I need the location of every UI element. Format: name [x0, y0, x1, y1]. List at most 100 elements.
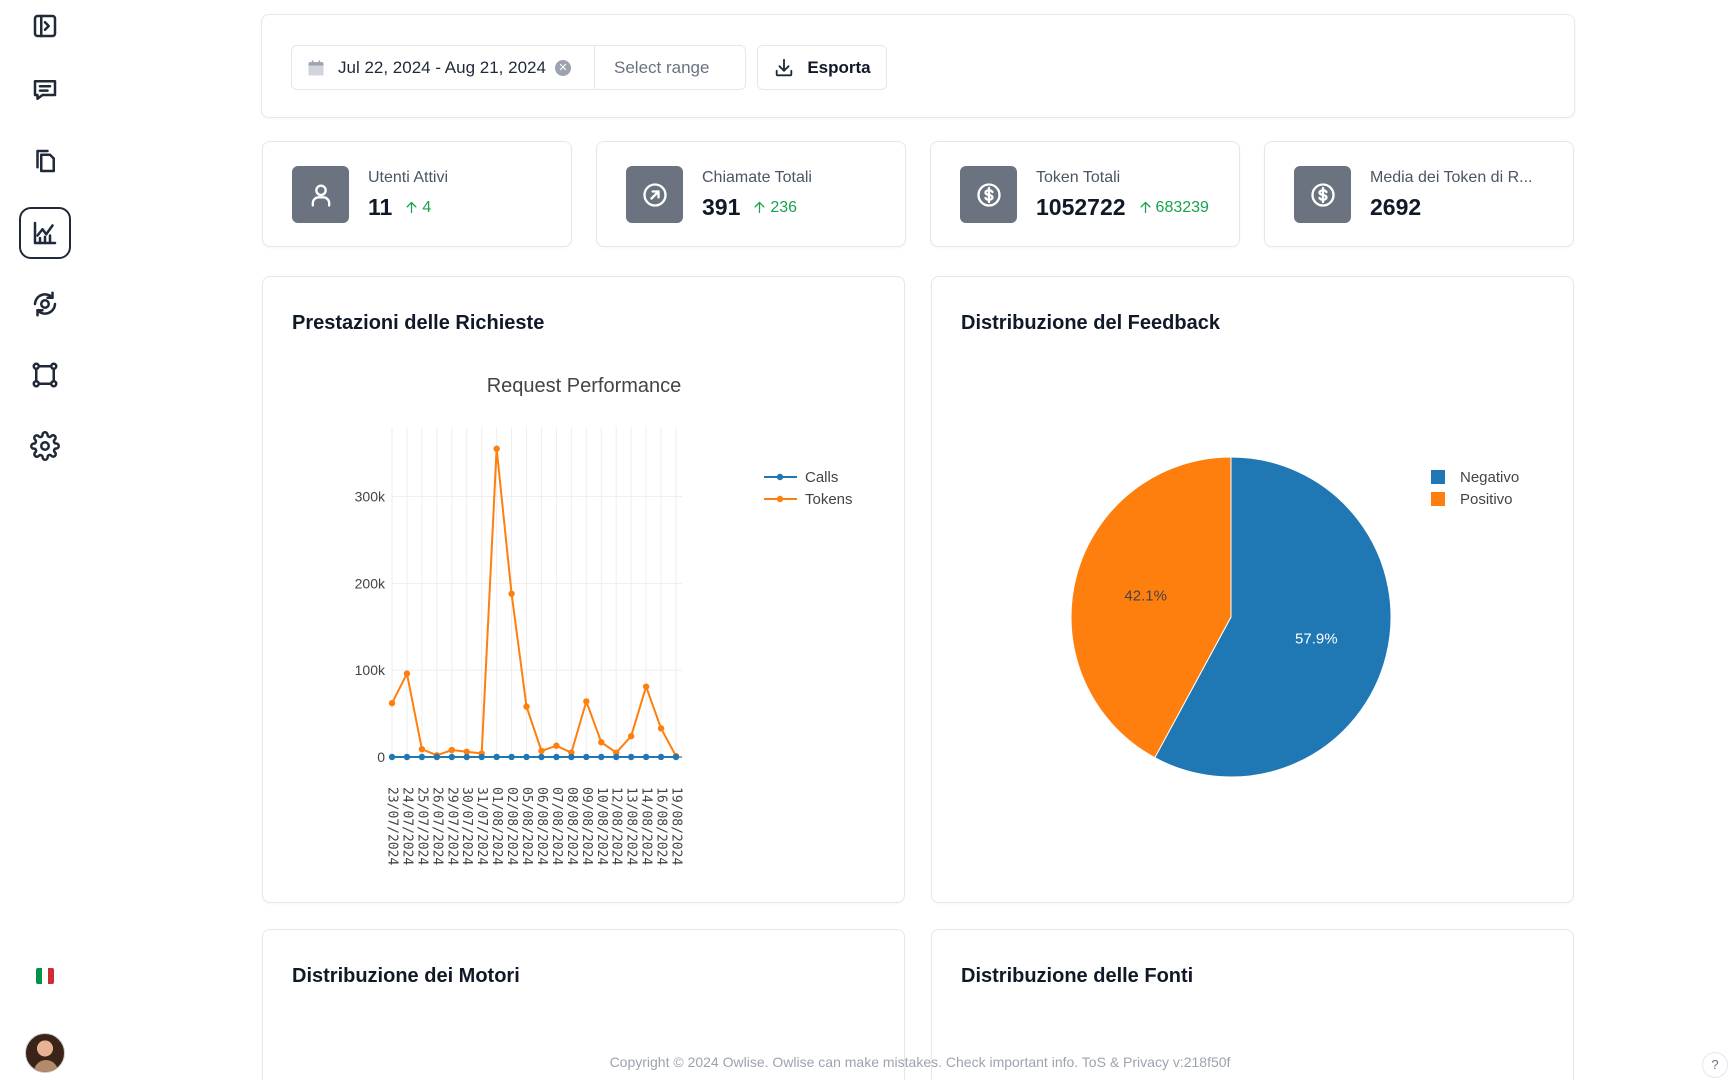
arrow-up-right-circle-icon	[642, 182, 667, 207]
export-button[interactable]: Esporta	[757, 45, 887, 90]
panel-title: Prestazioni delle Richieste	[292, 312, 545, 334]
tokens-series-point	[493, 445, 500, 452]
date-range-text: Jul 22, 2024 - Aug 21, 2024	[338, 57, 546, 77]
feedback-distribution-panel: Distribuzione del Feedback 57.9% 42.1% Neg…	[931, 276, 1574, 903]
calls-series-point	[448, 753, 455, 761]
x-tick-label: 30/07/2024	[459, 787, 474, 865]
calls-series-point	[538, 753, 545, 761]
user-icon	[311, 184, 330, 207]
x-tick-label: 13/08/2024	[624, 787, 639, 865]
calls-series-point	[403, 753, 411, 761]
x-tick-label: 16/08/2024	[654, 787, 669, 865]
sidebar-toggle-button[interactable]	[19, 0, 71, 52]
x-tick-label: 06/08/2024	[534, 787, 549, 865]
x-tick-label: 24/07/2024	[399, 787, 414, 865]
legend-swatch	[1431, 492, 1445, 506]
chart-icon	[33, 221, 57, 245]
legend-label: Tokens	[805, 491, 853, 508]
tokens-series-point	[448, 746, 455, 754]
calls-series-point	[642, 753, 650, 761]
sidebar-item-documents[interactable]	[19, 135, 71, 187]
calls-series-point	[657, 753, 665, 761]
tokens-series-point	[627, 732, 635, 740]
help-button[interactable]: ?	[1702, 1052, 1728, 1078]
x-tick-label: 19/08/2024	[669, 787, 684, 865]
stat-label: Media dei Token di R...	[1370, 169, 1533, 186]
calendar-icon	[308, 60, 324, 75]
tokens-series-point	[508, 590, 515, 597]
calls-series-point	[463, 753, 470, 761]
calls-series-point	[388, 753, 396, 761]
calls-series-point	[478, 753, 485, 761]
calls-series-point	[598, 753, 605, 761]
chart-title: Request Performance	[487, 375, 682, 397]
stat-label: Utenti Attivi	[368, 169, 449, 186]
tokens-series-point	[657, 725, 665, 732]
legend-label: Positivo	[1460, 491, 1513, 508]
user-avatar[interactable]	[25, 1033, 65, 1073]
pie-chart: 57.9% 42.1% Negativo Positivo	[1070, 456, 1519, 778]
stat-delta: 683239	[1138, 199, 1209, 217]
sidebar-toggle-icon	[33, 14, 57, 38]
tokens-series-point	[523, 703, 530, 710]
date-range-display[interactable]: Jul 22, 2024 - Aug 21, 2024 ✕	[292, 46, 595, 89]
calls-series-point	[553, 753, 560, 761]
flag-stripe-white	[42, 968, 48, 984]
x-tick-label: 05/08/2024	[519, 787, 534, 865]
user-icon-box	[292, 166, 349, 223]
gear-icon	[30, 431, 60, 461]
tokens-series-point	[388, 699, 396, 707]
y-tick-label: 0	[377, 749, 385, 765]
request-performance-panel: Prestazioni delle Richieste Request Perf…	[262, 276, 905, 903]
calls-series-point	[672, 753, 680, 761]
chat-icon	[33, 80, 57, 100]
x-tick-label: 07/08/2024	[549, 787, 564, 865]
tokens-series-point	[403, 670, 411, 677]
tokens-series-line	[391, 448, 677, 757]
sidebar-item-monitor[interactable]	[19, 278, 71, 330]
sidebar	[0, 0, 90, 1080]
flag-stripe-green	[36, 968, 42, 984]
dollar-circle-icon	[976, 182, 1001, 207]
stat-value: 1052722	[1036, 194, 1126, 220]
pie-slice-label: 57.9%	[1295, 631, 1338, 648]
panel-title: Distribuzione del Feedback	[961, 312, 1220, 334]
sidebar-item-analytics[interactable]	[19, 207, 71, 259]
y-tick-label: 100k	[355, 662, 386, 678]
sources-distribution-panel: Distribuzione delle Fonti	[931, 929, 1574, 1080]
x-tick-label: 09/08/2024	[579, 787, 594, 865]
y-tick-label: 200k	[355, 575, 386, 591]
calls-series-point	[508, 753, 515, 761]
stat-value: 2692	[1370, 194, 1422, 220]
flag-stripe-red	[48, 968, 54, 984]
sidebar-item-chat[interactable]	[19, 64, 71, 116]
tokens-series-point	[642, 683, 650, 690]
eye-sync-icon	[33, 291, 57, 317]
x-tick-label: 10/08/2024	[594, 787, 609, 865]
x-tick-label: 08/08/2024	[564, 787, 579, 865]
legend-swatch	[1431, 470, 1445, 484]
tokens-series-point	[553, 742, 560, 749]
stat-value: 391	[702, 194, 741, 220]
clear-date-icon[interactable]: ✕	[554, 59, 571, 76]
sidebar-item-settings[interactable]	[19, 420, 71, 472]
x-tick-label: 26/07/2024	[429, 787, 444, 865]
language-flag-italy[interactable]	[36, 968, 54, 984]
avg-tokens-icon-box	[1294, 166, 1351, 223]
pie-slice-label: 42.1%	[1124, 587, 1167, 604]
stat-delta: 236	[752, 199, 797, 217]
stat-label: Chiamate Totali	[702, 169, 812, 186]
legend-label: Calls	[805, 469, 838, 486]
date-range-picker[interactable]: Jul 22, 2024 - Aug 21, 2024 ✕ Select ran…	[291, 45, 746, 90]
x-tick-label: 02/08/2024	[504, 787, 519, 865]
legend-marker	[776, 473, 784, 481]
stat-delta-value: 683239	[1155, 198, 1209, 216]
select-range-dropdown[interactable]: Select range	[614, 57, 710, 77]
nodes-icon	[32, 362, 58, 388]
pie-slice-positivo	[1070, 456, 1232, 759]
stat-delta-value: 4	[422, 198, 432, 216]
pie-slice-negativo	[1154, 456, 1392, 778]
legend-marker	[776, 495, 784, 503]
dollar-circle-icon	[1310, 182, 1335, 207]
sidebar-item-workflow[interactable]	[19, 349, 71, 401]
